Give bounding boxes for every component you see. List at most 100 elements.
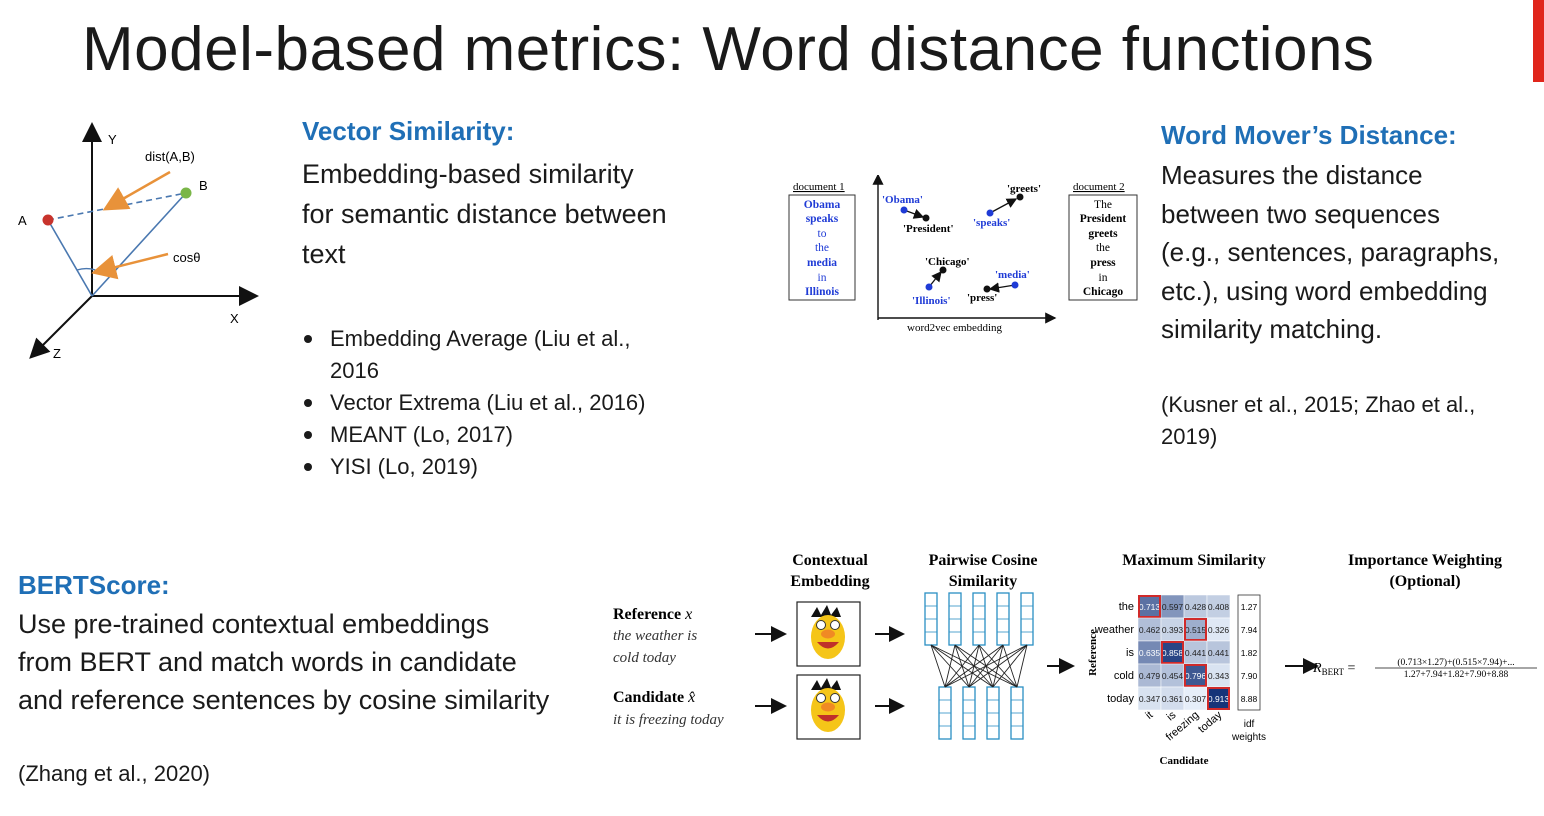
matrix-cell-value: 0.441 [1208, 648, 1230, 658]
wmd-citation: (Kusner et al., 2015; Zhao et al., 2019) [1161, 392, 1476, 449]
svg-text:speaks: speaks [806, 213, 839, 225]
svg-text:'Chicago': 'Chicago' [925, 256, 970, 268]
vector-similarity-desc: Embedding-based similarity for semantic … [302, 154, 667, 274]
vector-similarity-heading: Vector Similarity: [302, 116, 515, 146]
matrix-cell-value: 0.343 [1208, 671, 1230, 681]
doc1-words: Obama speaks to the media in Illinois [804, 199, 841, 298]
desc-line: Measures the distance [1161, 160, 1423, 190]
idf-value: 8.88 [1241, 694, 1258, 704]
matrix-cell-value: 0.326 [1208, 625, 1230, 635]
bert-embedding-icon-ref [796, 601, 861, 667]
svg-text:(Optional): (Optional) [1389, 573, 1460, 590]
formula-numerator: (0.713×1.27)+(0.515×7.94)+... [1397, 657, 1514, 668]
svg-text:the: the [1096, 242, 1110, 254]
desc-line: Use pre-trained contextual embeddings [18, 609, 490, 639]
svg-text:President: President [1080, 213, 1127, 225]
pairwise-cosine-network [924, 592, 1034, 740]
svg-text:Reference x: Reference x [613, 606, 692, 623]
matrix-row-label: is [1126, 647, 1134, 659]
max-highlight [1184, 618, 1207, 641]
matrix-col-label: is [1165, 709, 1179, 724]
max-highlight [1161, 641, 1184, 664]
idf-value: 7.90 [1241, 671, 1258, 681]
svg-text:Contextual: Contextual [792, 552, 868, 569]
matrix-cell-value: 0.913 [1208, 694, 1230, 704]
matrix-cell-value: 0.462 [1139, 625, 1161, 635]
bertscore-desc: Use pre-trained contextual embeddings fr… [18, 605, 549, 719]
a-label: A [18, 213, 27, 228]
wmd-figure: document 1 Obama speaks to the media in … [788, 175, 1138, 334]
bertscore-heading: BERTScore: [18, 570, 170, 600]
desc-line: between two sequences [1161, 198, 1440, 229]
idf-label: idf [1244, 719, 1255, 730]
svg-text:The: The [1094, 199, 1112, 211]
wmd-heading: Word Mover’s Distance: [1161, 120, 1457, 150]
vector-metrics-list: Embedding Average (Liu et al., 2016 Vecto… [302, 323, 646, 483]
slide-title: Model-based metrics: Word distance funct… [82, 15, 1375, 84]
matrix-cell-value: 0.635 [1139, 648, 1161, 658]
desc-line: for semantic distance between [302, 199, 667, 229]
svg-text:the: the [815, 242, 829, 254]
doc1-label: document 1 [793, 181, 845, 193]
x-axis-label: X [230, 311, 239, 326]
point-a [42, 214, 54, 226]
idf-box [1237, 594, 1261, 711]
svg-text:the weather is: the weather is [613, 628, 697, 644]
matrix-row-label: cold [1114, 670, 1134, 682]
y-axis-label: Y [108, 132, 117, 147]
dist-label: dist(A,B) [145, 149, 195, 164]
idf-value: 1.82 [1241, 648, 1258, 658]
matrix-cell-value: 0.713 [1139, 602, 1161, 612]
vector-axes-figure: Y X Z A B dist(A,B) cosθ [18, 122, 259, 361]
matrix-cell-value: 0.428 [1185, 602, 1207, 612]
matrix-cell-value: 0.479 [1139, 671, 1161, 681]
svg-text:Maximum Similarity: Maximum Similarity [1122, 552, 1266, 569]
svg-text:in: in [1099, 272, 1108, 284]
matrix-cell-value: 0.361 [1162, 694, 1184, 704]
list-item: YISI (Lo, 2019) [304, 451, 646, 483]
svg-text:cold today: cold today [613, 650, 676, 666]
pairwise-lines [930, 644, 1028, 688]
matrix-cell-value: 0.597 [1162, 602, 1184, 612]
b-label: B [199, 178, 208, 193]
matrix-row-label: weather [1094, 624, 1134, 636]
svg-text:'Obama': 'Obama' [882, 194, 923, 206]
matrix-cell-value: 0.454 [1162, 671, 1184, 681]
matrix-cell-value: 0.515 [1185, 625, 1207, 635]
z-axis-label: Z [53, 346, 61, 361]
formula-denominator: 1.27+7.94+1.82+7.90+8.88 [1404, 670, 1509, 680]
desc-line: and reference sentences by cosine simila… [18, 685, 550, 715]
cos-label: cosθ [173, 250, 200, 265]
idf-value: 1.27 [1241, 602, 1258, 612]
accent-bar [1533, 0, 1544, 82]
desc-line: (e.g., sentences, paragraphs, [1161, 237, 1500, 267]
svg-text:Obama: Obama [804, 199, 841, 211]
svg-text:Embedding: Embedding [790, 573, 869, 590]
svg-text:Illinois: Illinois [805, 286, 839, 298]
doc2-words: The President greets the press in Chicag… [1080, 199, 1127, 298]
desc-line: from BERT and match words in candidate [18, 647, 517, 677]
svg-text:Chicago: Chicago [1083, 286, 1124, 298]
cand-embeddings [938, 686, 1024, 740]
svg-text:'press': 'press' [967, 292, 997, 304]
desc-line: etc.), using word embedding [1161, 275, 1488, 306]
list-item: Embedding Average (Liu et al., 2016 [304, 323, 646, 387]
idf-value: 7.94 [1241, 625, 1258, 635]
matrix-cell-value: 0.393 [1162, 625, 1184, 635]
bert-embedding-icon-cand [796, 674, 861, 740]
svg-text:Candidate x̂: Candidate x̂ [613, 689, 695, 706]
matrix-row-label: the [1119, 601, 1134, 613]
svg-text:Similarity: Similarity [949, 573, 1017, 590]
max-highlight [1138, 595, 1161, 618]
matrix-col-label: today [1196, 709, 1225, 736]
matrix-cell-value: 0.441 [1185, 648, 1207, 658]
matrix-cell-value: 0.408 [1208, 602, 1230, 612]
matrix-cell-value: 0.858 [1162, 648, 1184, 658]
desc-line: similarity matching. [1161, 314, 1383, 344]
matrix-col-label: it [1144, 709, 1156, 722]
list-item: MEANT (Lo, 2017) [304, 419, 646, 451]
wmd-desc: Measures the distance between two sequen… [1161, 156, 1499, 349]
matrix-cell-value: 0.796 [1185, 671, 1207, 681]
matrix-cell-value: 0.347 [1139, 694, 1161, 704]
